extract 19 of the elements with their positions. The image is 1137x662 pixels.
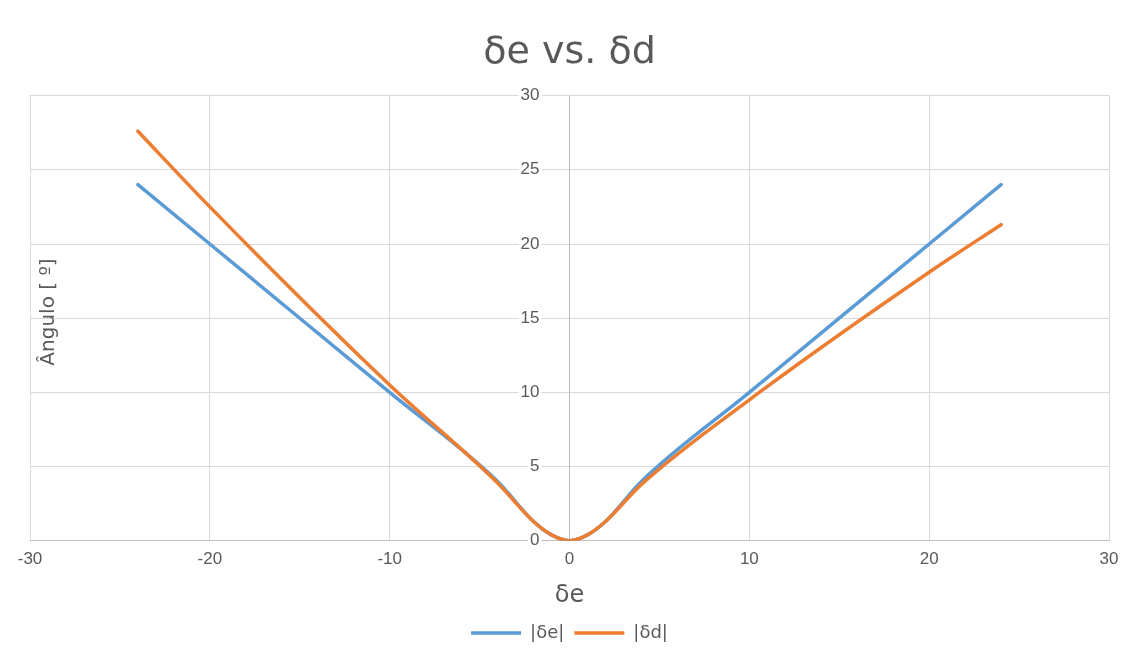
y-tick-label: 5 bbox=[530, 456, 540, 476]
x-axis-title: δe bbox=[554, 579, 585, 608]
x-tick-label: -30 bbox=[17, 548, 43, 568]
y-tick-label: 0 bbox=[530, 530, 540, 550]
x-tick-label: 20 bbox=[919, 548, 939, 568]
x-tick-label: 10 bbox=[739, 548, 759, 568]
x-tick-label: -20 bbox=[197, 548, 223, 568]
x-tick-label: 30 bbox=[1099, 548, 1119, 568]
legend-label: |δd| bbox=[633, 620, 668, 642]
y-axis-title: Ângulo [ º] bbox=[35, 258, 59, 366]
y-tick-label: 25 bbox=[520, 159, 540, 179]
y-tick-label: 30 bbox=[520, 85, 540, 105]
y-tick-label: 10 bbox=[520, 382, 540, 402]
y-tick-label: 15 bbox=[520, 307, 540, 327]
y-tick-label: 20 bbox=[520, 233, 540, 253]
x-tick-label: 0 bbox=[564, 548, 575, 568]
legend-label: |δe| bbox=[530, 620, 565, 642]
x-tick-label: -10 bbox=[377, 548, 402, 568]
chart-title: δe vs. δd bbox=[483, 27, 656, 72]
